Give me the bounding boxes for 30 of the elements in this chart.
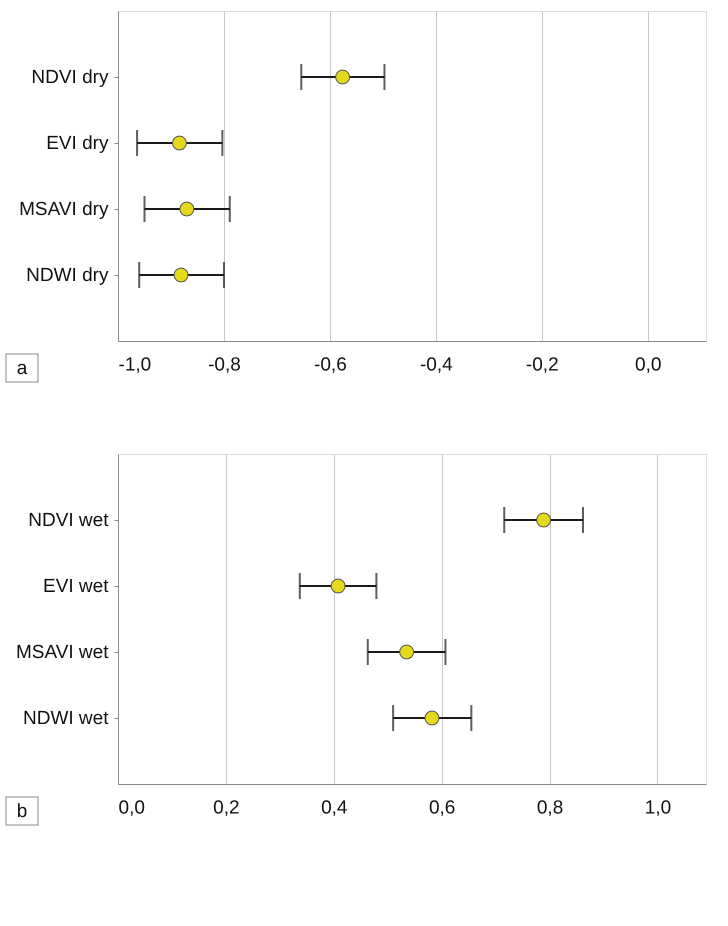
- text: b: [16, 801, 28, 822]
- x-tick-label: -0,4: [420, 354, 454, 376]
- x-tick-label: 0,8: [536, 798, 564, 818]
- y-tick-label: MSAVI wet: [16, 642, 110, 663]
- y-tick-label: NDWI dry: [26, 265, 109, 286]
- point: [174, 268, 188, 282]
- y-tick-label: NDVI wet: [28, 510, 110, 531]
- x-tick-label: 0,0: [118, 798, 145, 818]
- point: [335, 70, 350, 84]
- point: [179, 202, 194, 216]
- y-tick-label: EVI wet: [43, 576, 110, 597]
- point: [330, 578, 346, 594]
- x-tick-label: -1,0: [118, 354, 152, 376]
- x-tick-label: -0,2: [526, 354, 559, 376]
- x-tick-label: 0,4: [321, 798, 348, 818]
- y-tick-label: NDVI dry: [31, 67, 109, 88]
- point: [536, 512, 552, 528]
- x-tick-label: -0,6: [314, 354, 347, 376]
- x-tick-label: 0,2: [213, 798, 240, 818]
- point: [172, 136, 187, 150]
- x-tick-label: 1,0: [644, 798, 672, 818]
- x-tick-label: -0,8: [208, 354, 241, 376]
- y-tick-label: NDWI wet: [23, 708, 110, 729]
- y-tick-label: MSAVI dry: [19, 199, 109, 220]
- x-tick-label: 0,0: [635, 354, 662, 376]
- point: [424, 710, 440, 726]
- text: a: [16, 358, 28, 379]
- point: [399, 644, 414, 660]
- x-tick-label: 0,6: [428, 798, 456, 818]
- y-tick-label: EVI dry: [46, 133, 109, 154]
